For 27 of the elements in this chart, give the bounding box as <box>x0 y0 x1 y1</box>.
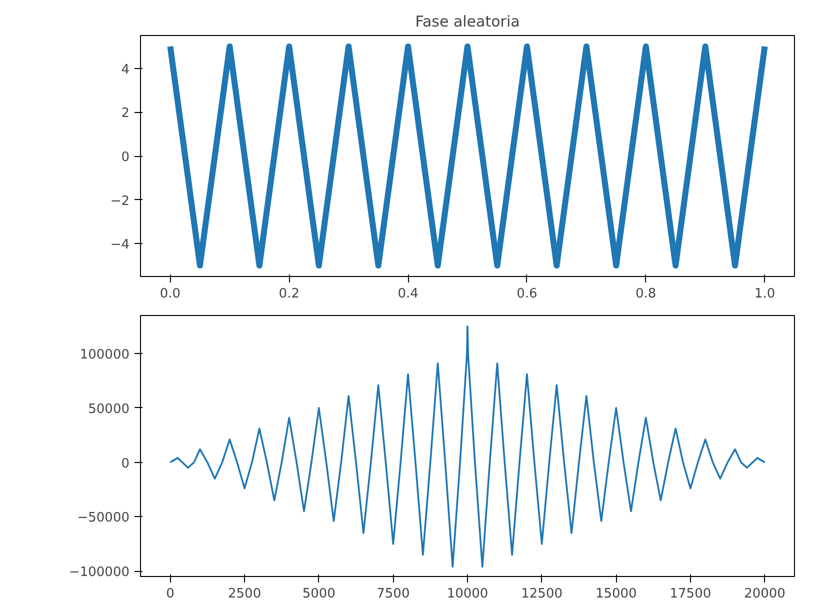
y-tick-label: 2 <box>121 106 130 122</box>
x-tick-label: 12500 <box>521 586 562 601</box>
y-tick-label: −50000 <box>77 510 130 526</box>
x-tick-label: 7500 <box>376 586 410 601</box>
x-tick-label: 0.4 <box>398 286 418 302</box>
y-tick-label: 50000 <box>88 402 130 417</box>
y-tick-label: 0 <box>121 150 130 165</box>
y-tick-label: 0 <box>121 456 130 472</box>
line-series <box>169 325 766 568</box>
y-tick-label: −4 <box>110 238 130 253</box>
chart-title: Fase aleatoria <box>415 12 520 30</box>
x-tick-label: 0.6 <box>516 286 538 302</box>
x-tick-label: 0.8 <box>636 286 656 302</box>
y-tick-label: −2 <box>110 194 130 209</box>
x-tick-label: 20000 <box>744 586 786 601</box>
x-tick-label: 0 <box>166 586 174 601</box>
x-tick-label: 5000 <box>302 586 336 601</box>
y-tick-label: 100000 <box>80 348 130 363</box>
y-tick-label: −100000 <box>68 565 130 580</box>
y-tick-label: 4 <box>121 62 130 78</box>
x-tick-label: 2500 <box>228 586 262 601</box>
x-tick-label: 0.0 <box>160 286 181 302</box>
x-tick-label: 1.0 <box>754 286 776 302</box>
x-tick-label: 17500 <box>670 586 712 601</box>
x-tick-label: 15000 <box>595 586 637 601</box>
x-tick-label: 10000 <box>446 586 488 601</box>
x-tick-label: 0.2 <box>278 286 300 302</box>
